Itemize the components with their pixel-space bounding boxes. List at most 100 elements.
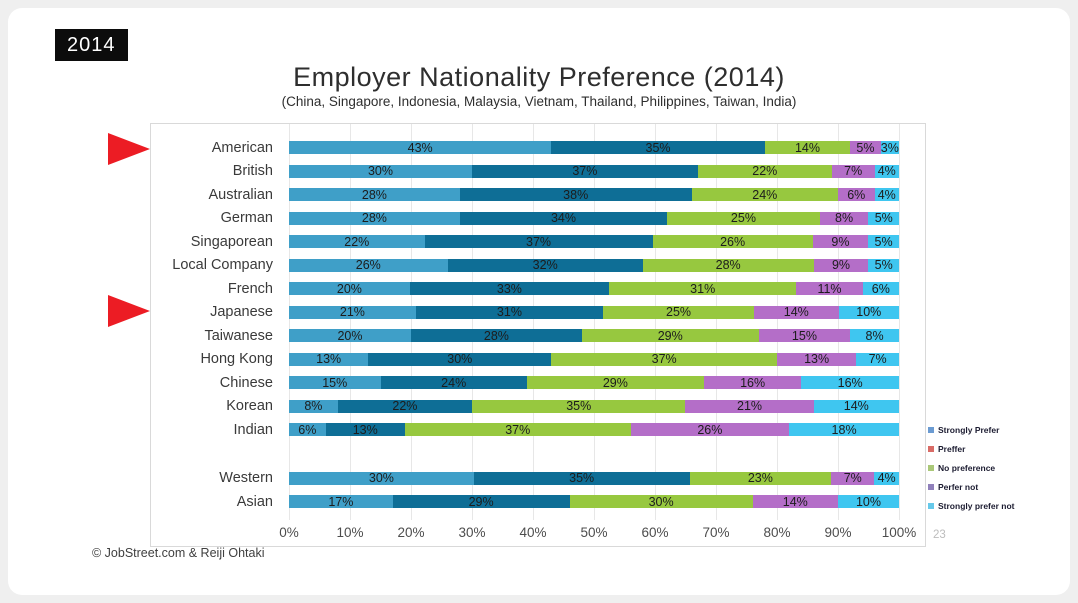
bar-segment: 10%	[837, 495, 899, 509]
legend-label: No preference	[938, 462, 996, 473]
bar-segment: 43%	[289, 140, 552, 155]
bar-value-label: 26%	[720, 234, 746, 249]
bar-segment: 3%	[880, 141, 899, 155]
bar-track: 30% 35% 23% 7% 4%	[289, 471, 899, 486]
bar-segment: 26%	[630, 423, 790, 437]
bar-value-label: 28%	[361, 211, 387, 226]
bar-value-label: 9%	[831, 234, 850, 249]
legend-swatch-icon	[928, 502, 934, 509]
group-gap	[151, 442, 925, 467]
bar-value-label: 26%	[355, 258, 381, 273]
bar-segment: 22%	[289, 235, 425, 249]
bar-segment: 18%	[789, 422, 899, 437]
bar-segment: 21%	[289, 305, 416, 319]
bar-segment: 13%	[776, 352, 857, 367]
bar-value-label: 7%	[868, 352, 887, 367]
bar-value-label: 5%	[874, 234, 893, 249]
x-axis-tick: 70%	[702, 525, 730, 540]
bar-segment: 31%	[609, 281, 797, 296]
bar-value-label: 5%	[874, 258, 893, 273]
bar-value-label: 4%	[877, 164, 896, 179]
bar-value-label: 23%	[747, 471, 773, 486]
bar-segment: 24%	[380, 376, 527, 390]
bar-track: 30% 37% 22% 7% 4%	[289, 164, 899, 179]
bar-segment: 14%	[764, 140, 851, 155]
bar-segment: 31%	[415, 305, 604, 320]
bar-value-label: 16%	[740, 375, 766, 390]
legend-swatch-icon	[928, 464, 934, 471]
bar-segment: 4%	[874, 471, 899, 485]
copyright-footer: © JobStreet.com & Reiji Ohtaki	[92, 546, 265, 560]
bar-value-label: 37%	[572, 164, 598, 179]
chart-row: Asian 17% 29% 30% 14% 10%	[151, 490, 925, 514]
category-label: Indian	[233, 421, 273, 438]
chart-row: British 30% 37% 22% 7% 4%	[151, 160, 925, 184]
bar-track: 20% 33% 31% 11% 6%	[289, 281, 899, 296]
red-arrow-american	[108, 133, 150, 165]
x-axis-tick: 90%	[824, 525, 852, 540]
bar-segment: 7%	[831, 471, 875, 486]
bar-segment: 16%	[801, 376, 899, 390]
bar-segment: 34%	[459, 211, 668, 225]
bar-value-label: 15%	[791, 328, 817, 343]
x-axis-tick: 10%	[336, 525, 364, 540]
bar-value-label: 5%	[856, 140, 875, 155]
chart-row: Australian 28% 38% 24% 6% 4%	[151, 183, 925, 207]
bar-value-label: 13%	[316, 352, 342, 367]
legend-swatch-icon	[928, 483, 934, 490]
bar-segment: 35%	[471, 399, 686, 413]
bar-segment: 22%	[697, 164, 832, 178]
chart-row: German 28% 34% 25% 8% 5%	[151, 207, 925, 231]
bar-segment: 6%	[837, 188, 875, 202]
bar-value-label: 7%	[843, 471, 862, 486]
bar-value-label: 8%	[865, 328, 884, 343]
bar-segment: 26%	[289, 258, 448, 273]
bar-segment: 29%	[392, 495, 570, 509]
bar-segment: 5%	[850, 140, 881, 155]
bar-value-label: 31%	[496, 305, 522, 320]
legend: Strongly Prefer Preffer No preference Perfe…	[928, 424, 1038, 519]
bar-value-label: 13%	[804, 352, 830, 367]
bar-segment: 30%	[289, 471, 474, 485]
legend-label: Strongly prefer not	[938, 500, 1015, 511]
bar-segment: 37%	[472, 164, 698, 179]
bar-segment: 8%	[850, 328, 899, 343]
bar-segment: 25%	[603, 305, 755, 319]
bar-track: 13% 30% 37% 13% 7%	[289, 352, 899, 367]
bar-value-label: 14%	[794, 140, 820, 155]
legend-label: Preffer	[938, 443, 966, 454]
bar-value-label: 18%	[831, 422, 857, 437]
bar-value-label: 35%	[569, 471, 595, 486]
bar-segment: 7%	[831, 164, 875, 178]
bar-segment: 26%	[652, 234, 813, 249]
category-label: American	[211, 139, 273, 156]
bar-value-label: 43%	[407, 140, 433, 155]
x-axis-tick: 60%	[641, 525, 669, 540]
bar-segment: 30%	[368, 352, 552, 366]
bar-value-label: 5%	[874, 211, 893, 226]
bar-track: 8% 22% 35% 21% 14%	[289, 399, 899, 414]
x-axis-tick: 40%	[519, 525, 547, 540]
category-label: Western	[219, 470, 273, 487]
bar-value-label: 31%	[690, 281, 716, 296]
bar-segment: 14%	[813, 399, 899, 414]
bar-value-label: 28%	[361, 187, 387, 202]
category-label: Japanese	[210, 304, 273, 321]
bar-track: 17% 29% 30% 14% 10%	[289, 495, 899, 509]
bar-segment: 5%	[868, 234, 899, 249]
plot-area: American 43% 35% 14% 5% 3% British 30% 37% 22% 7% 4…	[150, 123, 926, 547]
chart-title: Employer Nationality Preference (2014)	[293, 62, 785, 92]
bar-track: 28% 34% 25% 8% 5%	[289, 211, 899, 226]
legend-item: Strongly prefer not	[928, 500, 1038, 511]
bar-segment: 35%	[473, 471, 690, 486]
x-axis-tick: 100%	[881, 525, 917, 540]
bar-value-label: 25%	[730, 211, 756, 226]
bar-value-label: 20%	[337, 328, 363, 343]
bar-segment: 21%	[685, 399, 814, 413]
bar-value-label: 14%	[843, 399, 869, 414]
chart-row: Singaporean 22% 37% 26% 9% 5%	[151, 230, 925, 254]
bar-segment: 37%	[551, 352, 777, 366]
bar-segment: 5%	[868, 258, 899, 273]
category-label: Korean	[226, 398, 273, 415]
bar-track: 26% 32% 28% 9% 5%	[289, 258, 899, 273]
